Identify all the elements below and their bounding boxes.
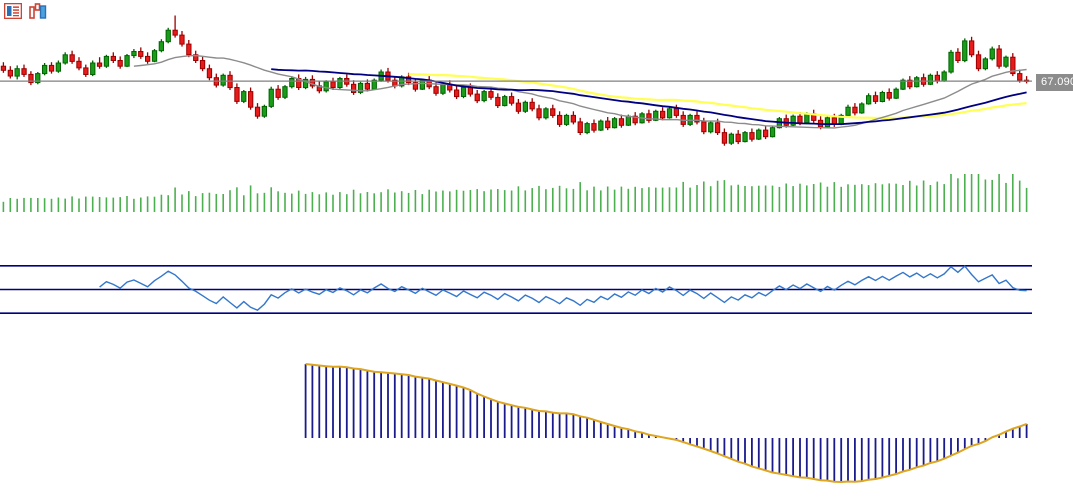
watchlist-icon[interactable]: [3, 2, 23, 20]
ma-fast-line: [133, 54, 1027, 129]
rsi-band-lines: [0, 264, 1032, 315]
rsi-line: [99, 265, 1027, 312]
bar-chart-icon[interactable]: [29, 3, 47, 19]
ma-slow-line: [408, 73, 1027, 120]
macd-signal-line: [305, 363, 1027, 484]
ma-mid-line: [271, 68, 1027, 125]
macd-histogram: [304, 364, 1028, 482]
chart-toolbar: [3, 2, 47, 20]
volume-series: [2, 174, 1028, 212]
last-price-tag: 67.090: [1036, 74, 1073, 91]
